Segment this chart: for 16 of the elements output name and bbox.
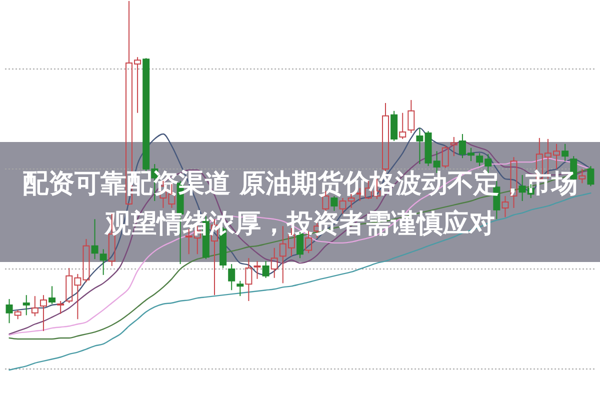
candlestick (40, 294, 47, 332)
candlestick (91, 218, 98, 260)
candlestick (236, 280, 244, 297)
candlestick (330, 196, 338, 212)
candlestick (562, 143, 569, 162)
candlestick (6, 298, 13, 324)
candlestick (416, 128, 424, 165)
candlestick (57, 300, 64, 314)
candlestick (100, 248, 107, 276)
candlestick (450, 136, 458, 157)
candlestick (270, 247, 278, 278)
candlestick (502, 196, 509, 218)
candlestick (254, 260, 261, 280)
candlestick (228, 264, 236, 291)
candlestick (245, 258, 252, 302)
candlestick (22, 294, 30, 316)
